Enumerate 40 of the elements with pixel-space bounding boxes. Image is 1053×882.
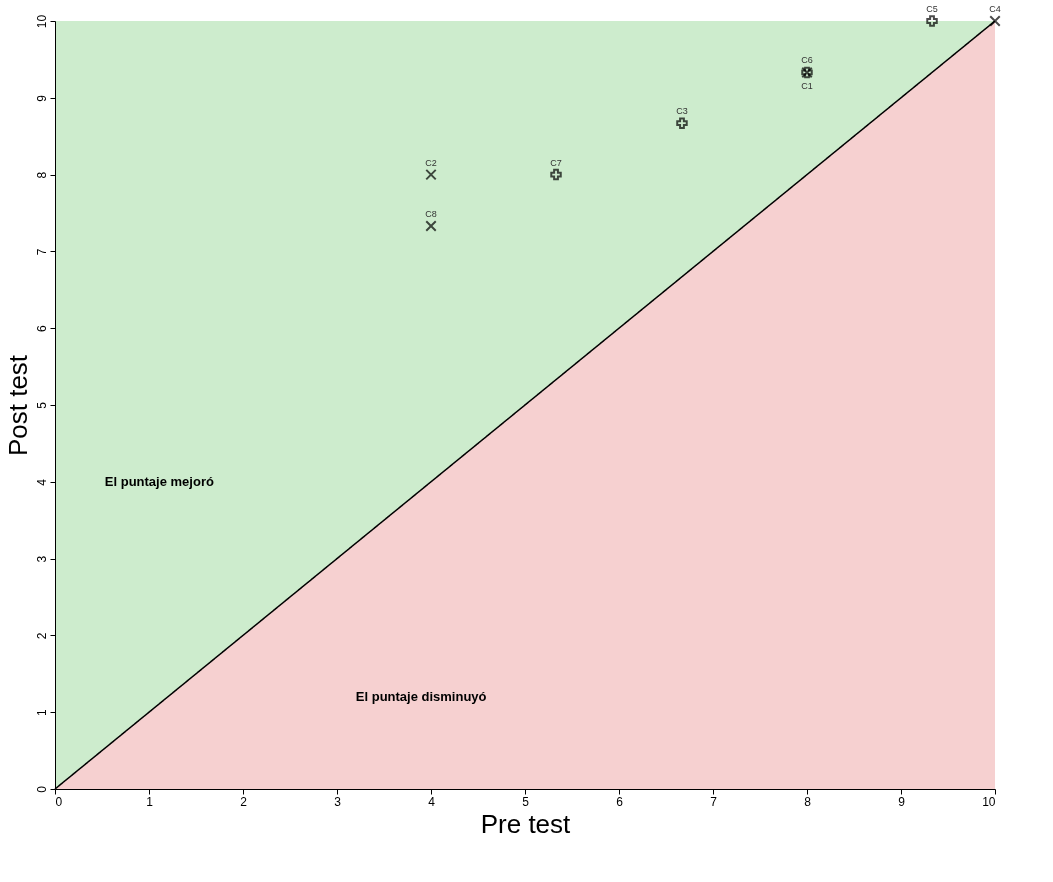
y-tick-label: 2 — [34, 632, 49, 640]
point — [425, 220, 437, 232]
annotation: C8 — [425, 209, 437, 220]
x-tick-label: 10 — [982, 794, 996, 809]
annotation: C5 — [926, 4, 938, 14]
x-tick-label: 5 — [522, 794, 530, 809]
y-tick-label: 6 — [34, 325, 49, 333]
x-tick-label: 7 — [710, 794, 718, 809]
y-axis-title: Post test — [2, 354, 33, 457]
annotation: C1 — [801, 81, 813, 92]
x-tick-label: 6 — [616, 794, 624, 809]
annotation: C2 — [425, 157, 437, 168]
point — [550, 168, 562, 181]
y-tick-label: 10 — [34, 14, 49, 29]
x-tick-label: 0 — [55, 794, 63, 809]
y-tick-label: 9 — [34, 94, 49, 102]
x-tick-label: 8 — [804, 794, 812, 809]
y-tick-label: 7 — [34, 248, 49, 256]
annotation: El puntaje mejoró — [104, 473, 214, 489]
y-tick-label: 3 — [34, 555, 49, 563]
x-tick-label: 4 — [428, 794, 436, 809]
annotation: C4 — [989, 4, 1001, 14]
x-tick-label: 2 — [240, 794, 248, 809]
point — [989, 15, 1001, 27]
annotation: El puntaje disminuyó — [355, 688, 487, 704]
annotation: C3 — [676, 106, 688, 117]
point — [425, 168, 437, 181]
annotation: C7 — [550, 157, 562, 168]
x-tick-label: 9 — [898, 794, 906, 809]
x-tick-label: 1 — [146, 794, 154, 809]
y-tick-label: 8 — [34, 171, 49, 179]
y-tick-label: 1 — [34, 709, 49, 717]
point — [926, 15, 938, 27]
x-tick-label: 3 — [334, 794, 342, 809]
annotation: C6 — [801, 55, 813, 66]
point — [676, 117, 688, 129]
y-tick-label: 5 — [34, 401, 49, 409]
y-tick-label: 4 — [34, 478, 49, 486]
x-axis-title: Pre test — [480, 808, 572, 839]
y-tick-label: 0 — [34, 785, 49, 793]
